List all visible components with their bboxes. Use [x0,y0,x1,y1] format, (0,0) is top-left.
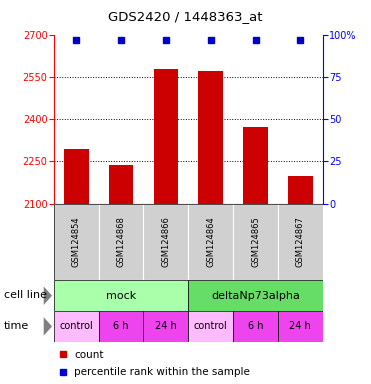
Text: mock: mock [106,291,136,301]
Bar [188,311,233,342]
Bar [54,311,99,342]
Bar [288,176,313,204]
Text: GSM124854: GSM124854 [72,217,81,267]
Text: percentile rank within the sample: percentile rank within the sample [74,367,250,377]
Bar [64,149,89,204]
Text: 6 h: 6 h [248,321,263,331]
Bar [99,204,144,280]
Bar [144,204,188,280]
Text: deltaNp73alpha: deltaNp73alpha [211,291,300,301]
Bar [198,71,223,204]
Text: 6 h: 6 h [113,321,129,331]
Bar [233,204,278,280]
Text: 24 h: 24 h [289,321,311,331]
Text: cell line: cell line [4,290,47,300]
Bar [144,311,188,342]
Text: GSM124868: GSM124868 [116,217,125,267]
Text: count: count [74,350,104,360]
Bar [243,127,268,204]
Bar [188,280,323,311]
Bar [278,204,323,280]
Text: 24 h: 24 h [155,321,177,331]
Bar [233,311,278,342]
Bar [154,69,178,204]
Text: GSM124864: GSM124864 [206,217,215,267]
Text: GSM124866: GSM124866 [161,217,170,267]
Bar [99,311,144,342]
Text: GDS2420 / 1448363_at: GDS2420 / 1448363_at [108,10,263,23]
Polygon shape [44,317,52,336]
Polygon shape [44,286,52,305]
Text: control: control [194,321,227,331]
Text: GSM124865: GSM124865 [251,217,260,267]
Text: control: control [59,321,93,331]
Bar [109,165,133,204]
Bar [278,311,323,342]
Bar [54,204,99,280]
Bar [188,204,233,280]
Text: GSM124867: GSM124867 [296,217,305,267]
Bar [54,280,188,311]
Text: time: time [4,321,29,331]
